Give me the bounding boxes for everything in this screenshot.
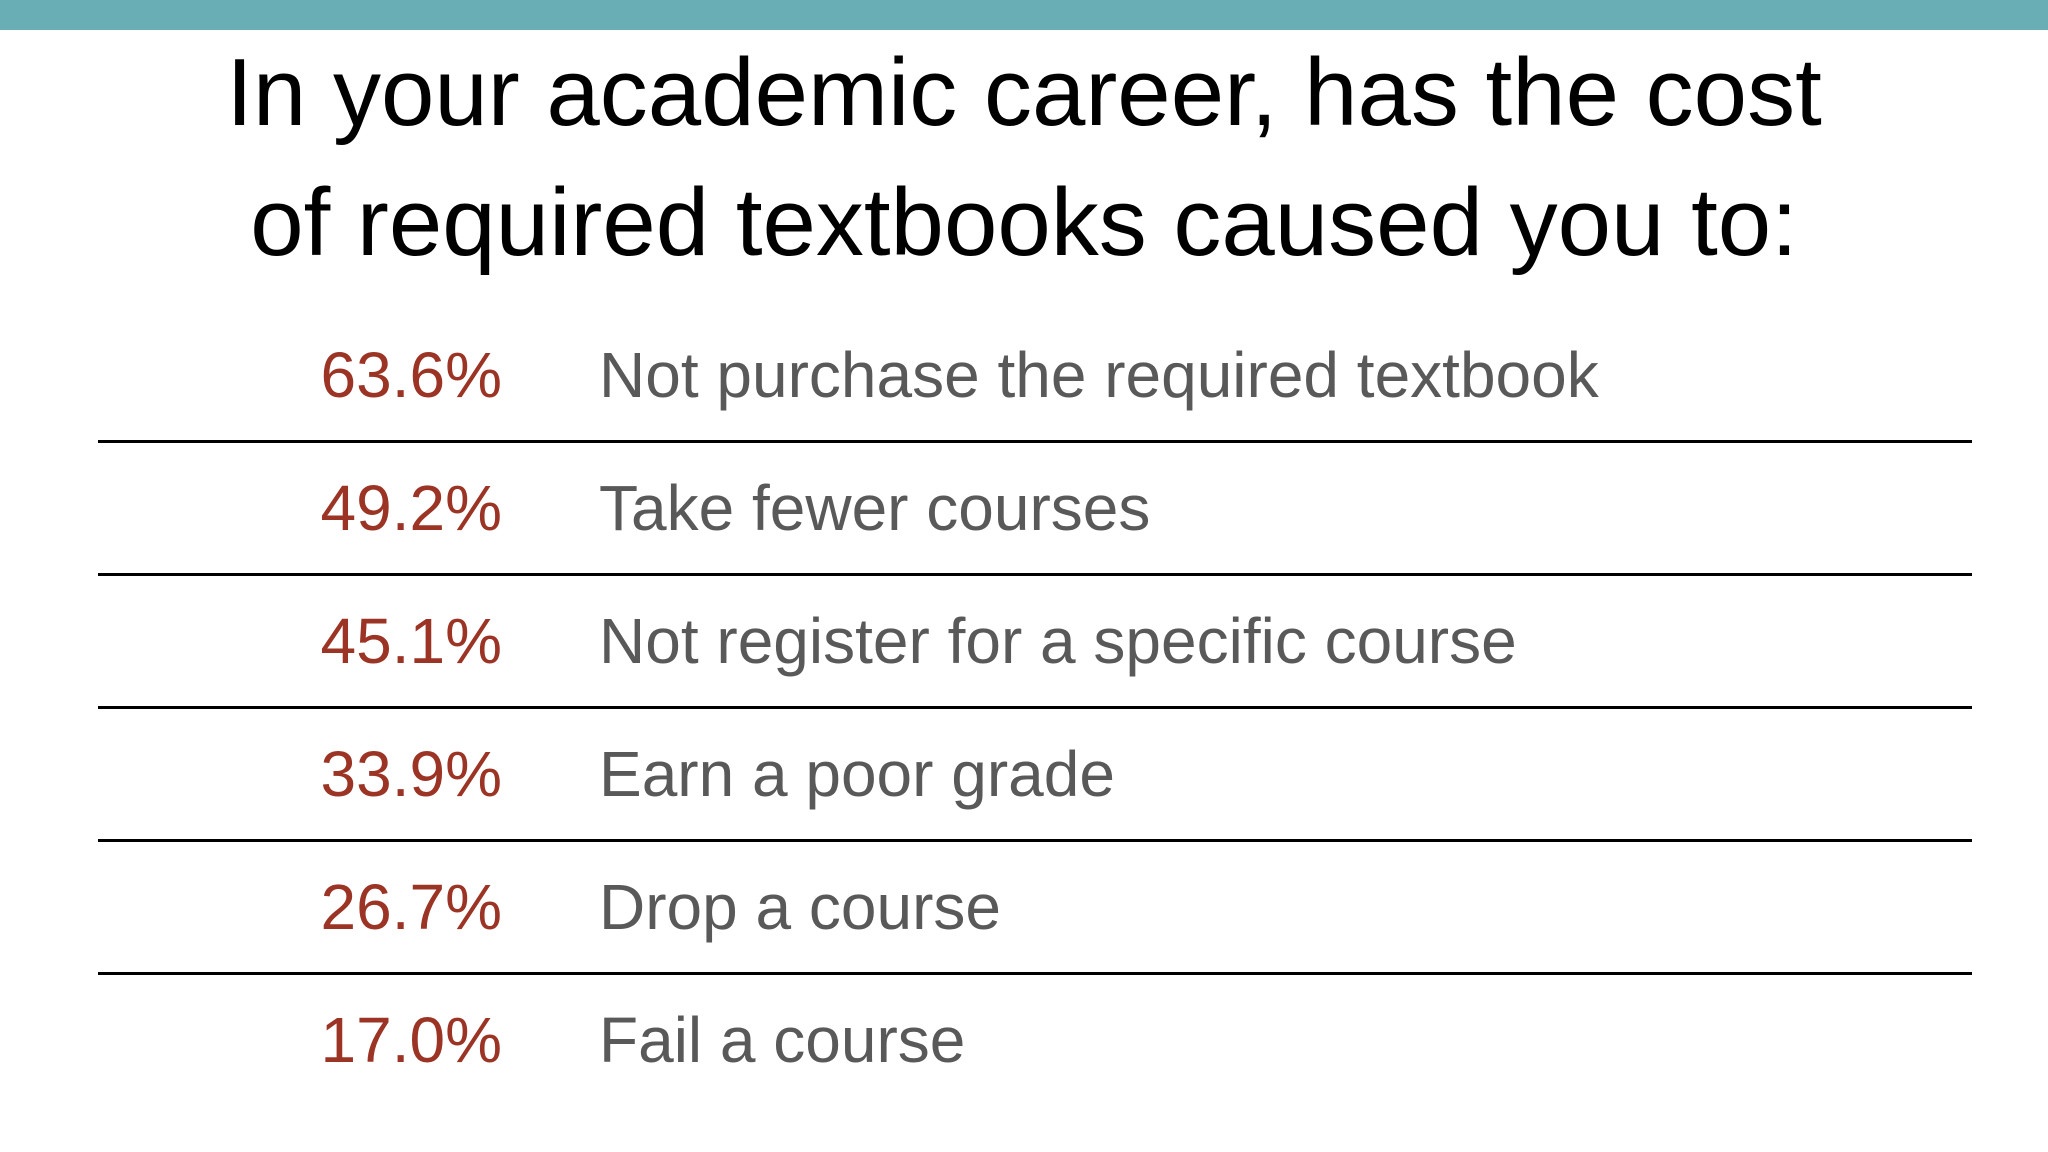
result-row: 26.7% Drop a course [98, 842, 1972, 975]
result-row: 63.6% Not purchase the required textbook [98, 310, 1972, 443]
percent-value: 33.9% [320, 738, 502, 810]
slide-title: In your academic career, has the cost of… [0, 28, 2048, 288]
percent-value: 45.1% [320, 605, 502, 677]
result-row: 17.0% Fail a course [98, 975, 1972, 1108]
percent-value: 17.0% [320, 1004, 502, 1076]
title-line-2: of required textbooks caused you to: [250, 169, 1798, 276]
result-row: 49.2% Take fewer courses [98, 443, 1972, 576]
percent-value: 26.7% [320, 871, 502, 943]
result-label: Earn a poor grade [599, 738, 1115, 810]
percent-value: 63.6% [320, 339, 502, 411]
result-label: Not register for a specific course [599, 605, 1517, 677]
result-row: 45.1% Not register for a specific course [98, 576, 1972, 709]
result-row: 33.9% Earn a poor grade [98, 709, 1972, 842]
result-label: Take fewer courses [599, 472, 1151, 544]
result-label: Drop a course [599, 871, 1001, 943]
result-label: Fail a course [599, 1004, 966, 1076]
accent-bar [0, 0, 2048, 30]
results-table: 63.6% Not purchase the required textbook… [98, 310, 1972, 1108]
result-label: Not purchase the required textbook [599, 339, 1599, 411]
title-line-1: In your academic career, has the cost [226, 39, 1822, 146]
percent-value: 49.2% [320, 472, 502, 544]
